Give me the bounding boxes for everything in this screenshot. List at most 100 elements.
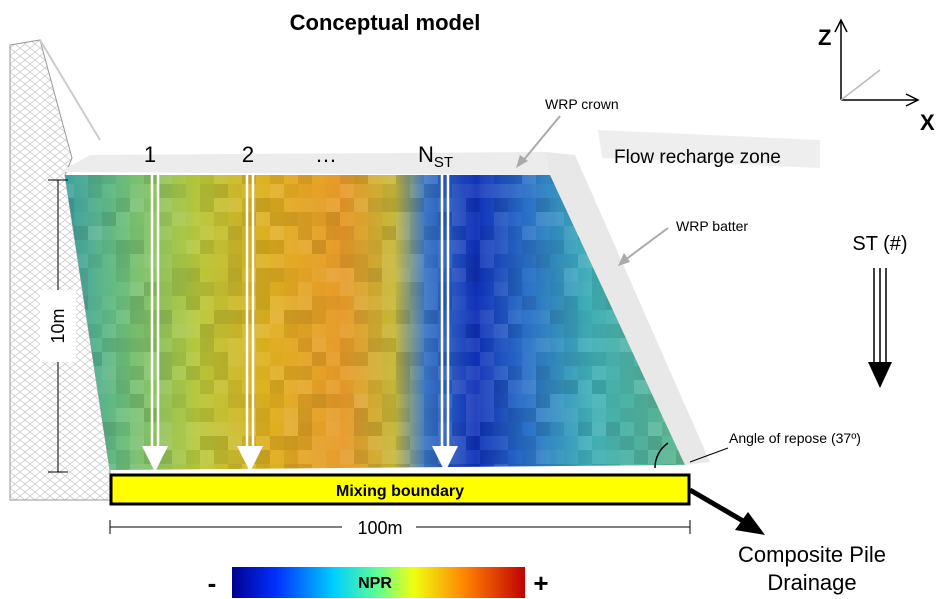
texture-tile	[508, 184, 522, 198]
texture-tile	[158, 240, 172, 254]
texture-tile	[214, 408, 228, 422]
texture-tile	[228, 282, 242, 296]
texture-tile	[382, 436, 396, 450]
texture-tile	[228, 296, 242, 310]
texture-tile	[102, 268, 116, 282]
texture-tile	[452, 310, 466, 324]
texture-tile	[326, 324, 340, 338]
texture-tile	[606, 324, 620, 338]
texture-tile	[676, 366, 690, 380]
texture-tile	[508, 352, 522, 366]
texture-tile	[172, 324, 186, 338]
texture-tile	[606, 422, 620, 436]
texture-tile	[536, 226, 550, 240]
texture-tile	[130, 198, 144, 212]
texture-tile	[116, 352, 130, 366]
texture-tile	[326, 226, 340, 240]
texture-tile	[438, 184, 452, 198]
texture-tile	[186, 212, 200, 226]
texture-tile	[158, 310, 172, 324]
texture-tile	[536, 422, 550, 436]
texture-tile	[424, 366, 438, 380]
texture-tile	[256, 366, 270, 380]
texture-tile	[466, 268, 480, 282]
texture-tile	[298, 408, 312, 422]
texture-tile	[200, 324, 214, 338]
texture-tile	[326, 282, 340, 296]
texture-tile	[508, 175, 522, 184]
texture-tile	[578, 268, 592, 282]
texture-tile	[508, 408, 522, 422]
texture-tile	[354, 408, 368, 422]
texture-tile	[228, 450, 242, 464]
texture-tile	[508, 450, 522, 464]
texture-tile	[648, 212, 662, 226]
texture-tile	[550, 268, 564, 282]
texture-tile	[382, 296, 396, 310]
texture-tile	[606, 352, 620, 366]
texture-tile	[480, 338, 494, 352]
mixing-boundary-label: Mixing boundary	[336, 483, 464, 500]
texture-tile	[536, 198, 550, 212]
streamtube-label: 1	[144, 142, 156, 167]
texture-tile	[200, 198, 214, 212]
texture-tile	[480, 240, 494, 254]
texture-tile	[368, 436, 382, 450]
streamtube-sub: ST	[434, 154, 453, 171]
texture-tile	[382, 184, 396, 198]
texture-tile	[522, 175, 536, 184]
texture-tile	[256, 422, 270, 436]
texture-tile	[270, 366, 284, 380]
texture-tile	[634, 282, 648, 296]
texture-tile	[592, 436, 606, 450]
texture-tile	[466, 282, 480, 296]
texture-tile	[368, 338, 382, 352]
texture-tile	[494, 380, 508, 394]
texture-tile	[368, 296, 382, 310]
texture-tile	[284, 184, 298, 198]
texture-tile	[662, 296, 676, 310]
texture-tile	[172, 184, 186, 198]
texture-tile	[158, 380, 172, 394]
texture-tile	[438, 408, 452, 422]
texture-tile	[284, 436, 298, 450]
texture-tile	[214, 198, 228, 212]
texture-tile	[158, 175, 172, 184]
texture-tile	[284, 240, 298, 254]
texture-tile	[410, 240, 424, 254]
texture-tile	[620, 212, 634, 226]
texture-tile	[326, 254, 340, 268]
texture-tile	[326, 436, 340, 450]
texture-tile	[298, 422, 312, 436]
texture-tile	[270, 226, 284, 240]
texture-tile	[410, 268, 424, 282]
texture-tile	[662, 282, 676, 296]
texture-tile	[368, 282, 382, 296]
texture-tile	[214, 338, 228, 352]
texture-tile	[424, 296, 438, 310]
texture-tile	[298, 338, 312, 352]
texture-tile	[102, 296, 116, 310]
texture-tile	[382, 310, 396, 324]
texture-tile	[186, 268, 200, 282]
texture-tile	[200, 408, 214, 422]
texture-tile	[158, 324, 172, 338]
texture-tile	[340, 226, 354, 240]
texture-tile	[592, 324, 606, 338]
texture-tile	[480, 296, 494, 310]
texture-tile	[438, 226, 452, 240]
texture-tile	[620, 184, 634, 198]
texture-tile	[256, 324, 270, 338]
recharge-label: Flow recharge zone	[614, 147, 781, 168]
texture-tile	[648, 422, 662, 436]
texture-tile	[396, 394, 410, 408]
texture-tile	[452, 212, 466, 226]
texture-tile	[424, 268, 438, 282]
texture-tile	[228, 394, 242, 408]
texture-tile	[284, 464, 298, 470]
npr-field	[65, 175, 690, 470]
texture-tile	[200, 422, 214, 436]
texture-tile	[396, 184, 410, 198]
texture-tile	[200, 436, 214, 450]
height-bg	[40, 290, 76, 362]
